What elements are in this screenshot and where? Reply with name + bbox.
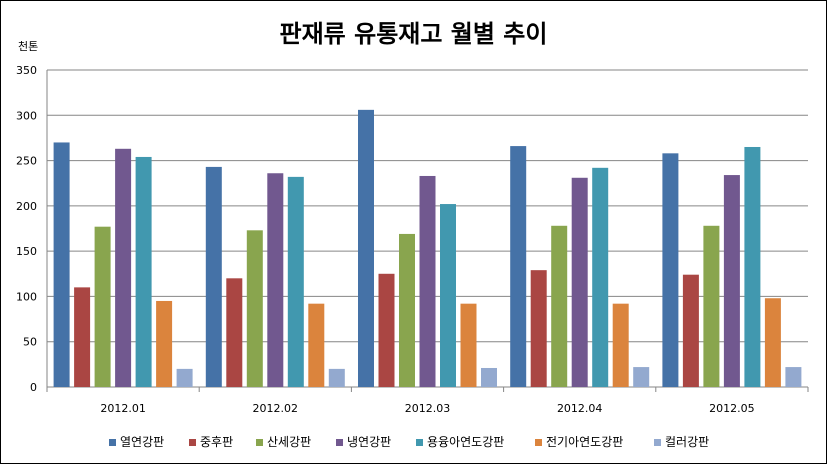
- bar: [592, 167, 609, 387]
- bar: [399, 233, 415, 387]
- bar: [287, 176, 304, 387]
- bar: [308, 303, 325, 387]
- legend-swatch: [109, 439, 116, 446]
- bar: [156, 300, 173, 387]
- y-tick-label: 350: [16, 64, 37, 77]
- bar: [633, 367, 650, 387]
- legend-label: 전기아연도강판: [546, 435, 623, 449]
- bar: [481, 367, 497, 387]
- bar: [571, 177, 588, 387]
- bar: [226, 278, 243, 387]
- bar: [551, 225, 568, 387]
- bar: [460, 303, 477, 387]
- x-tick-label: 2012.03: [405, 402, 451, 415]
- bar: [135, 156, 152, 387]
- bar: [510, 146, 527, 387]
- legend-label: 용융아연도강판: [427, 435, 504, 449]
- bar: [328, 368, 345, 387]
- bar: [744, 146, 761, 387]
- y-tick-label: 100: [16, 290, 37, 303]
- legend-swatch: [416, 439, 423, 446]
- legend-swatch: [535, 439, 542, 446]
- x-tick-label: 2012.04: [557, 402, 603, 415]
- bar: [94, 226, 111, 387]
- bar: [246, 230, 263, 387]
- legend-label: 컬러강판: [665, 435, 709, 449]
- bar: [267, 173, 284, 387]
- y-tick-label: 150: [16, 245, 37, 258]
- legend-swatch: [189, 439, 196, 446]
- bar: [74, 287, 91, 387]
- bar: [530, 270, 547, 387]
- bar: [764, 298, 781, 387]
- y-tick-label: 200: [16, 200, 37, 213]
- bar: [205, 166, 222, 387]
- x-tick-label: 2012.02: [253, 402, 299, 415]
- legend-swatch: [336, 439, 343, 446]
- bar: [612, 303, 629, 387]
- legend-swatch: [654, 439, 661, 446]
- bar: [785, 367, 802, 387]
- y-axis-unit-label: 천톤: [18, 40, 39, 53]
- bar: [378, 273, 395, 387]
- legend-swatch: [256, 439, 263, 446]
- bar: [682, 274, 699, 387]
- bar: [358, 109, 374, 387]
- bar: [703, 225, 720, 387]
- bar: [723, 175, 740, 387]
- bar: [440, 204, 456, 387]
- legend-label: 냉연강판: [347, 435, 391, 449]
- x-tick-label: 2012.05: [709, 402, 755, 415]
- y-tick-label: 0: [30, 381, 37, 394]
- bar: [176, 368, 193, 387]
- bar: [53, 142, 70, 387]
- bar: [419, 175, 436, 387]
- chart-title: 판재류 유통재고 월별 추이: [279, 20, 548, 48]
- legend-label: 열연강판: [120, 435, 164, 449]
- y-tick-label: 300: [16, 109, 37, 122]
- legend-label: 산세강판: [267, 435, 311, 449]
- bar: [662, 153, 679, 387]
- y-tick-label: 50: [23, 336, 37, 349]
- legend-label: 중후판: [200, 435, 233, 449]
- x-tick-label: 2012.01: [100, 402, 146, 415]
- bar: [115, 148, 132, 387]
- y-tick-label: 250: [16, 155, 37, 168]
